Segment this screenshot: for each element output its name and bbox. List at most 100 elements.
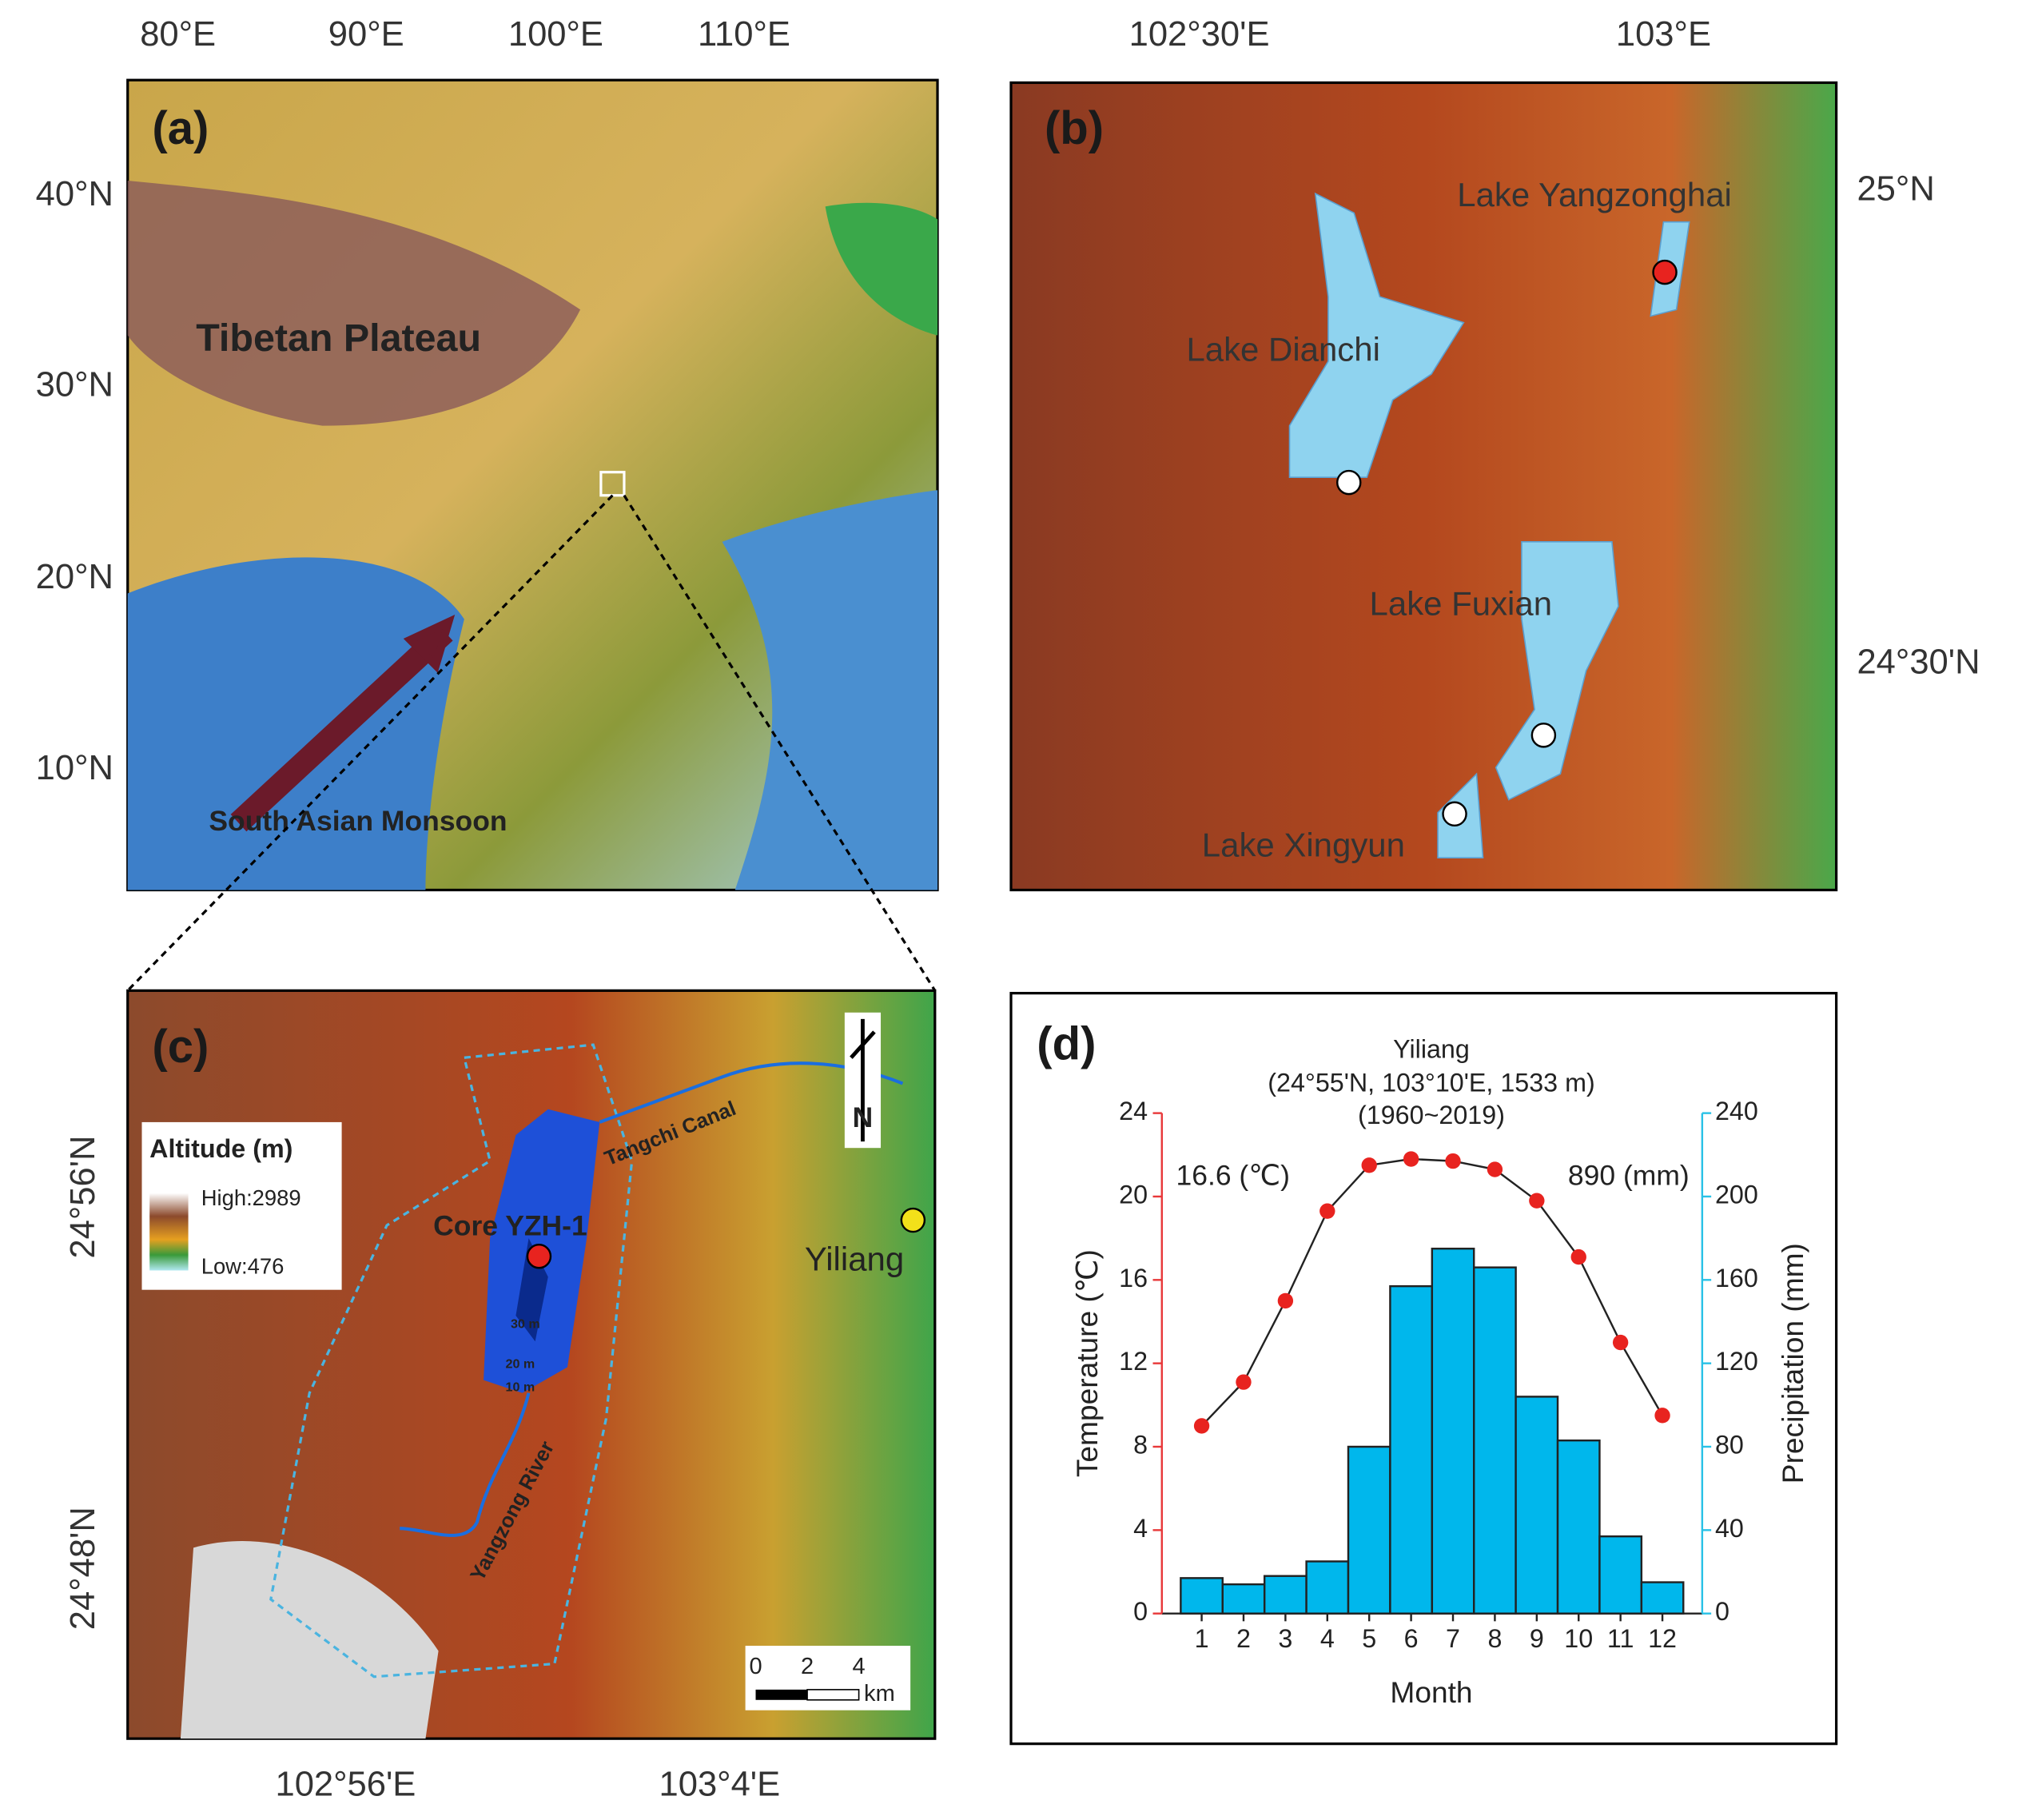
depth-label: 30 m [511,1317,540,1332]
panel-label: (c) [152,1021,209,1073]
ocean [722,490,938,890]
annotation: Yiliang [805,1240,904,1277]
panel-d: (d) Yiliang (24°55'N, 103°10'E, 1533 m) … [1009,991,1838,1746]
bar [1473,1266,1517,1615]
site [1336,469,1362,496]
north-arrow [850,1018,876,1142]
x-tick-label: 7 [1446,1624,1460,1653]
temperature-point [1361,1157,1377,1173]
scale-label: km [864,1681,895,1706]
legend-label: High:2989 [201,1185,301,1210]
arrow-head [403,614,456,673]
annotation: Core YZH-1 [433,1210,587,1242]
depth-label: 20 m [506,1357,535,1372]
ocean [127,557,464,890]
bar [1221,1583,1266,1615]
temperature-point [1654,1408,1670,1424]
y-tick-label: 24°48'N [64,1507,102,1630]
core-site [526,1243,552,1269]
scale-label: 0 [749,1654,762,1679]
highland [180,1540,439,1739]
depth-label: 10 m [506,1380,535,1395]
y-tick-label: 12 [1119,1347,1148,1376]
site [1530,723,1557,748]
lowland [825,202,938,336]
x-tick-label: 12 [1648,1624,1677,1653]
panel-label: (a) [152,102,209,154]
x-axis-label: Month [1390,1675,1472,1709]
y-tick-label: 24°56'N [64,1135,102,1258]
city [900,1207,926,1233]
scale-bar [755,1689,808,1700]
bar [1263,1575,1308,1615]
y2-tick-label: 80 [1715,1431,1744,1460]
temperature-point [1277,1292,1294,1309]
chart-subtitle: (24°55'N, 103°10'E, 1533 m) [1268,1069,1594,1097]
temperature-point [1403,1151,1419,1167]
chart-subtitle: (1960~2019) [1358,1101,1505,1129]
scale-label: 4 [853,1654,866,1679]
y2-tick-label: 120 [1715,1347,1758,1376]
y2-tick-label: 40 [1715,1514,1744,1543]
temperature-point [1319,1203,1335,1219]
bar [1556,1439,1601,1615]
y-tick-label: 10°N [36,749,113,787]
y-tick-label: 20 [1119,1181,1148,1209]
bar [1389,1284,1434,1615]
temperature-point [1236,1374,1252,1390]
x-tick-label: 102°56'E [275,1765,416,1803]
core-site [1652,259,1678,285]
lake-label: Lake Dianchi [1186,331,1379,368]
temperature-line [1200,1157,1664,1427]
x-tick-label: 2 [1236,1624,1251,1653]
x-tick-label: 3 [1278,1624,1292,1653]
y2-tick-label: 240 [1715,1097,1758,1125]
x-tick-label: 90°E [328,15,404,54]
temperature-point [1193,1418,1210,1434]
annotation: South Asian Monsoon [209,805,507,837]
y-tick-label: 20°N [36,558,113,596]
lake-dianchi [1288,192,1465,478]
temperature-point [1529,1193,1545,1209]
y-tick-label: 24°30'N [1857,643,1980,682]
bar [1515,1396,1559,1615]
lake-label: Lake Xingyun [1202,826,1405,863]
y-tick-label: 40°N [36,175,113,213]
x-tick-label: 6 [1404,1624,1419,1653]
north-label: N [853,1101,874,1133]
y2-axis-label: Precipitation (mm) [1776,1243,1809,1483]
x-tick-label: 1 [1195,1624,1209,1653]
panel-b: (b) Lake Yangzonghai Lake Dianchi Lake F… [1009,15,1980,892]
x-tick-label: 11 [1607,1624,1634,1653]
lake-fuxian [1495,541,1619,801]
scale-label: 2 [801,1654,814,1679]
bar [1180,1577,1224,1615]
x-tick-label: 10 [1564,1624,1593,1653]
temperature-point [1570,1249,1586,1265]
annotation: 16.6 (℃) [1176,1160,1290,1192]
bar [1598,1535,1643,1615]
legend-ramp [149,1193,189,1271]
bar [1347,1445,1391,1615]
x-tick-label: 103°E [1616,15,1711,54]
x-tick-label: 80°E [140,15,216,54]
y-tick-label: 25°N [1857,169,1934,208]
x-tick-label: 9 [1530,1624,1544,1653]
y2-tick-label: 160 [1715,1264,1758,1292]
x-tick-label: 8 [1487,1624,1502,1653]
lake-label: Lake Yangzonghai [1457,176,1732,213]
catchment [269,1043,634,1679]
bar [1431,1247,1475,1615]
bar [1305,1560,1350,1615]
temperature-point [1612,1334,1629,1351]
annotation: 890 (mm) [1568,1160,1690,1192]
panel-label: (d) [1037,1018,1096,1070]
y-tick-label: 8 [1133,1431,1148,1460]
x-tick-label: 5 [1362,1624,1376,1653]
y2-tick-label: 200 [1715,1181,1758,1209]
y-tick-label: 24 [1119,1097,1148,1125]
site [1442,801,1467,827]
y-tick-label: 16 [1119,1264,1148,1292]
chart-title: Yiliang [1393,1035,1470,1064]
